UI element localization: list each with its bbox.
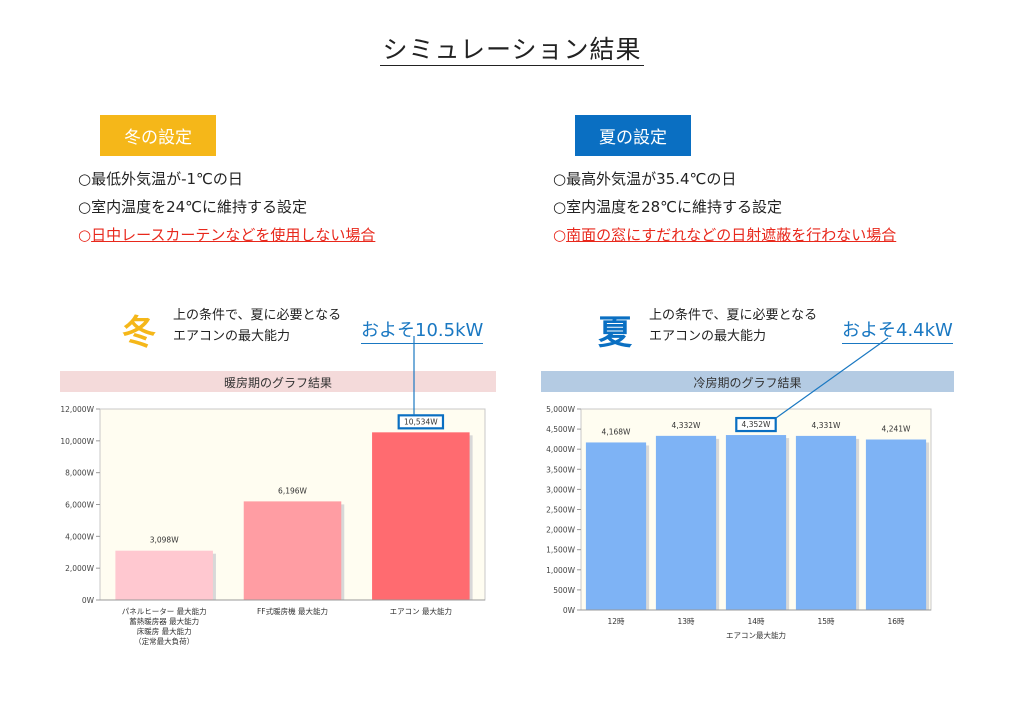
cooling-chart-y-tick-label: 1,500W [546, 546, 575, 555]
summer-condition-3: ○南面の窓にすだれなどの日射遮蔽を行わない場合 [553, 221, 973, 249]
heating-chart-bar [115, 550, 213, 600]
summer-settings-panel: 夏の設定 ○最高外気温が35.4℃の日 ○室内温度を28℃に維持する設定 ○南面… [553, 115, 973, 249]
heating-chart-category-note: 蓄熱暖房器 最大能力 [129, 616, 199, 626]
heating-chart-data-label: 6,196W [278, 486, 307, 495]
heating-chart-y-tick-label: 0W [82, 596, 95, 605]
cooling-chart-y-tick-label: 4,500W [546, 425, 575, 434]
heating-chart-highlight-box [397, 414, 445, 430]
cooling-chart-highlight-box [735, 416, 777, 433]
heating-chart-category-label: エアコン 最大能力 [390, 606, 452, 616]
heating-chart-category-note: （定常最大負荷） [134, 636, 194, 646]
cooling-chart-y-tick-label: 500W [553, 586, 575, 595]
cooling-chart-category-label: 13時 [677, 617, 695, 626]
cooling-chart-title: 冷房期のグラフ結果 [693, 375, 801, 390]
page-title: シミュレーション結果 [380, 35, 644, 66]
cooling-chart-bar [795, 435, 857, 610]
summer-big-char: 夏 [598, 313, 632, 353]
winter-lead-line-1: 上の条件で、夏に必要となる [173, 308, 342, 323]
winter-lead-text: 上の条件で、夏に必要となる エアコンの最大能力 [173, 305, 341, 347]
heating-chart-y-tick-label: 12,000W [60, 405, 94, 414]
cooling-chart-category-label: 16時 [887, 617, 905, 626]
cooling-chart-bar [655, 435, 717, 610]
heating-chart-y-tick-label: 6,000W [65, 501, 94, 510]
summer-lead-line-2: エアコンの最大能力 [649, 329, 767, 344]
winter-badge: 冬の設定 [100, 115, 216, 156]
heating-chart-y-tick-label: 8,000W [65, 469, 94, 478]
winter-lead-line-2: エアコンの最大能力 [173, 329, 291, 344]
summer-lead-text: 上の条件で、夏に必要となる エアコンの最大能力 [649, 305, 817, 347]
summer-badge: 夏の設定 [575, 115, 691, 156]
heating-chart-data-label: 10,534W [404, 417, 438, 426]
winter-settings-panel: 冬の設定 ○最低外気温が-1℃の日 ○室内温度を24℃に維持する設定 ○日中レー… [78, 115, 498, 249]
winter-condition-2: ○室内温度を24℃に維持する設定 [78, 198, 308, 216]
cooling-chart-data-label: 4,352W [742, 420, 771, 429]
heating-chart-y-tick-label: 10,000W [60, 437, 94, 446]
cooling-chart-y-tick-label: 1,000W [546, 566, 575, 575]
cooling-chart-data-label: 4,332W [672, 421, 701, 430]
cooling-chart-y-tick-label: 5,000W [546, 405, 575, 414]
heating-chart-y-tick-label: 4,000W [65, 532, 94, 541]
winter-condition-3-mark: ○ [78, 226, 92, 244]
heating-chart-bar [243, 501, 342, 600]
heating-chart-category-label: FF式暖房機 最大能力 [257, 606, 328, 616]
cooling-chart-bar [725, 435, 787, 610]
heating-chart-category-label: パネルヒーター 最大能力 [122, 606, 207, 616]
heating-chart-category-note: 床暖房 最大能力 [137, 626, 192, 636]
winter-approx-capacity: およそ10.5kW [361, 316, 484, 344]
summer-condition-3-mark: ○ [553, 226, 567, 244]
cooling-chart-bar [865, 439, 927, 610]
cooling-chart-y-tick-label: 2,500W [546, 506, 575, 515]
cooling-chart-category-label: 14時 [747, 617, 765, 626]
cooling-chart-y-tick-label: 2,000W [546, 526, 575, 535]
cooling-chart-data-label: 4,241W [882, 425, 911, 434]
cooling-chart-category-label: 12時 [607, 617, 625, 626]
summer-condition-3-text: 南面の窓にすだれなどの日射遮蔽を行わない場合 [566, 226, 897, 244]
cooling-chart-y-tick-label: 0W [563, 606, 576, 615]
summer-conditions: ○最高外気温が35.4℃の日 ○室内温度を28℃に維持する設定 ○南面の窓にすだ… [553, 165, 973, 249]
heating-chart-data-label: 3,098W [150, 536, 179, 545]
summer-lead-line-1: 上の条件で、夏に必要となる [649, 308, 818, 323]
cooling-chart-category-label: 15時 [817, 617, 835, 626]
cooling-chart-data-label: 4,168W [602, 427, 631, 436]
winter-conditions: ○最低外気温が-1℃の日 ○室内温度を24℃に維持する設定 ○日中レースカーテン… [78, 165, 498, 249]
cooling-chart-data-label: 4,331W [812, 421, 841, 430]
cooling-chart-bar [585, 442, 647, 610]
cooling-chart: 冷房期のグラフ結果 0W 500W 1,000W 1,500W 2,000W 2,500W 3… [541, 371, 954, 648]
winter-condition-3-text: 日中レースカーテンなどを使用しない場合 [91, 226, 376, 244]
winter-big-char: 冬 [122, 313, 156, 353]
heating-chart-y-tick-label: 2,000W [65, 564, 94, 573]
summer-approx-capacity: およそ4.4kW [842, 316, 953, 344]
cooling-chart-y-tick-label: 3,500W [546, 465, 575, 474]
cooling-chart-x-axis-label: エアコン最大能力 [726, 630, 786, 640]
heating-chart-title-bar [60, 371, 496, 392]
cooling-chart-y-tick-label: 3,000W [546, 485, 575, 494]
winter-condition-1: ○最低外気温が-1℃の日 [78, 170, 243, 188]
heating-chart-bar [372, 432, 470, 600]
heating-chart: 暖房期のグラフ結果 0W 2,000W 4,000W 6,000W 8,000W 10,00… [60, 371, 496, 648]
winter-condition-3: ○日中レースカーテンなどを使用しない場合 [78, 221, 498, 249]
heating-chart-title: 暖房期のグラフ結果 [224, 375, 332, 390]
summer-condition-2: ○室内温度を28℃に維持する設定 [553, 198, 783, 216]
summer-condition-1: ○最高外気温が35.4℃の日 [553, 170, 737, 188]
cooling-chart-y-tick-label: 4,000W [546, 445, 575, 454]
